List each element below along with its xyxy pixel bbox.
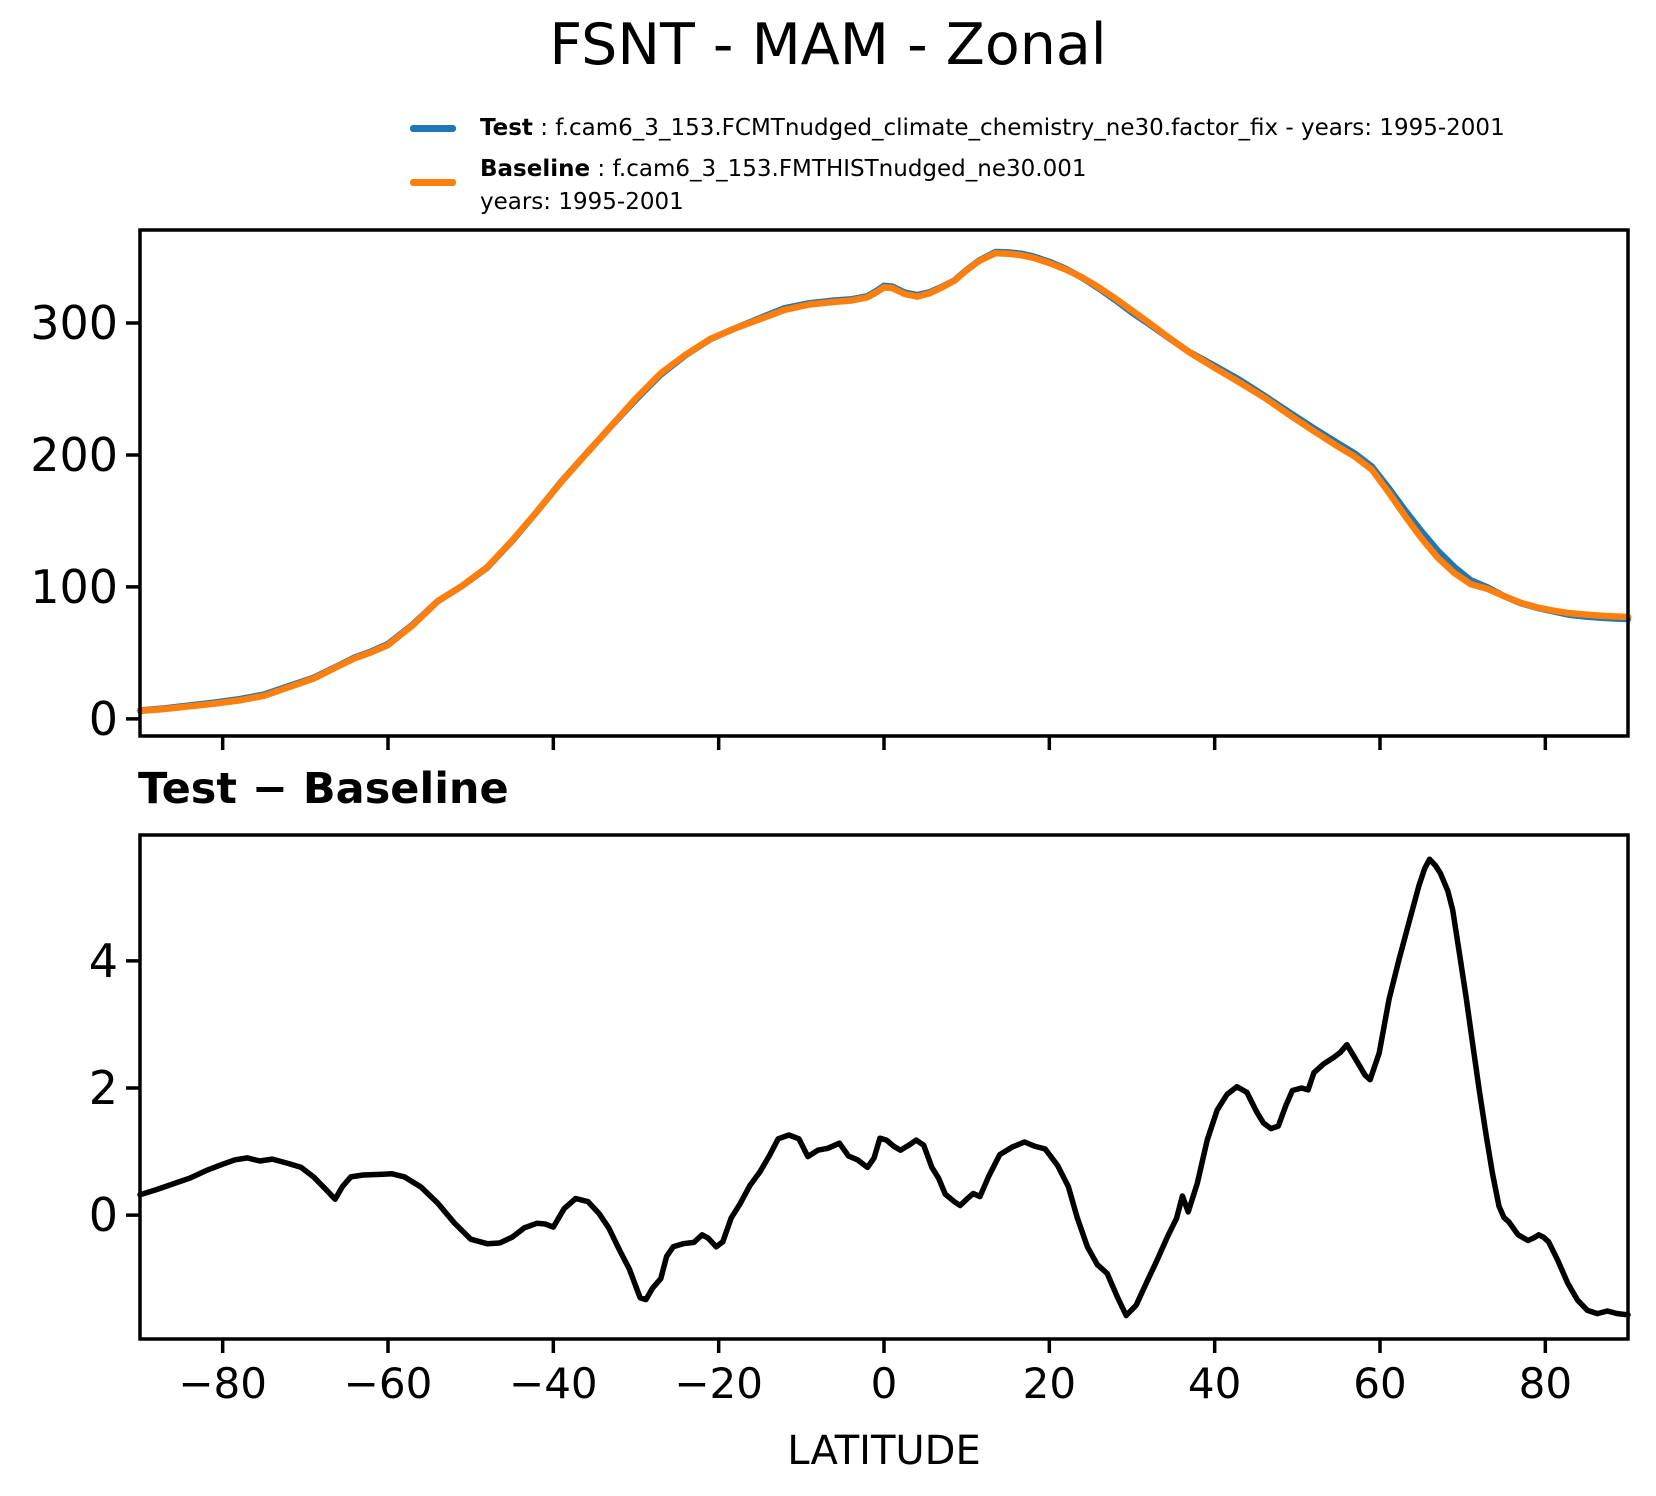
top-axes-ticks (126, 321, 1548, 750)
top-y-tick-label: 200 (30, 427, 118, 482)
x-tick-label: 80 (1518, 1359, 1573, 1408)
top-y-tick-label: 100 (30, 559, 118, 614)
top-y-tick-label: 300 (30, 296, 118, 351)
bottom-y-tick-label: 4 (88, 933, 118, 988)
legend-test-sep: : (532, 115, 556, 141)
diff-panel-title: Test − Baseline (138, 764, 509, 814)
legend-test-label: Test (480, 115, 533, 141)
legend-entry-test: Test : f.cam6_3_153.FCMTnudged_climate_c… (480, 112, 1505, 145)
legend-baseline-label: Baseline (480, 156, 591, 182)
top-y-tick-label: 0 (88, 691, 118, 746)
x-tick-label: 40 (1187, 1359, 1242, 1408)
x-tick-label: −20 (674, 1359, 763, 1408)
top-axes-border (138, 228, 1630, 738)
diff-line (137, 856, 1631, 1319)
x-tick-label: 0 (870, 1359, 898, 1408)
bottom-y-tick-label: 2 (88, 1060, 118, 1115)
bottom-axes-border (138, 833, 1630, 1341)
legend-test-line-swatch (410, 125, 456, 132)
x-tick-label: 20 (1022, 1359, 1077, 1408)
x-axis-label: LATITUDE (787, 1428, 981, 1474)
legend-entry-baseline: Baseline : f.cam6_3_153.FMTHISTnudged_ne… (480, 153, 1086, 219)
legend-baseline-desc2: years: 1995-2001 (480, 189, 684, 215)
test-line (136, 248, 1632, 714)
bottom-axes-ticks (126, 959, 1548, 1353)
legend-test-desc: f.cam6_3_153.FCMTnudged_climate_chemistr… (555, 115, 1505, 141)
figure-title: FSNT - MAM - Zonal (549, 12, 1107, 78)
x-tick-label: −80 (178, 1359, 267, 1408)
x-tick-label: 60 (1353, 1359, 1407, 1408)
legend-baseline-desc: f.cam6_3_153.FMTHISTnudged_ne30.001 (612, 156, 1087, 182)
legend-baseline-sep: : (590, 156, 613, 182)
x-tick-label: −40 (509, 1359, 598, 1408)
baseline-line (136, 249, 1632, 715)
x-tick-label: −60 (343, 1359, 433, 1408)
legend-baseline-line-swatch (410, 179, 456, 186)
bottom-y-tick-label: 0 (88, 1188, 118, 1243)
